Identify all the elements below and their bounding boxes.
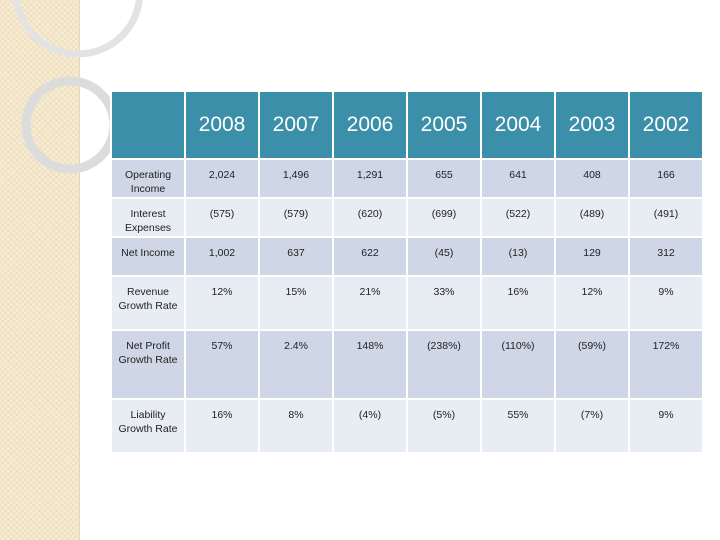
table-cell: 16%: [184, 398, 260, 454]
table-row-revenue-growth-rate: Revenue Growth Rate 12% 15% 21% 33% 16% …: [110, 275, 704, 331]
table-cell: (7%): [554, 398, 630, 454]
table-cell: 2,024: [184, 158, 260, 199]
table-cell: (110%): [480, 329, 556, 400]
table-cell: (59%): [554, 329, 630, 400]
table-cell: 641: [480, 158, 556, 199]
table-cell: 8%: [258, 398, 334, 454]
year-header: 2006: [332, 90, 408, 160]
table-cell: 172%: [628, 329, 704, 400]
table-cell: 148%: [332, 329, 408, 400]
table-cell: 408: [554, 158, 630, 199]
table-cell: 9%: [628, 275, 704, 331]
table-cell: (575): [184, 197, 260, 238]
corner-cell: [110, 90, 186, 160]
table-cell: 655: [406, 158, 482, 199]
row-label: Liability Growth Rate: [110, 398, 186, 454]
table-row-interest-expenses: Interest Expenses (575) (579) (620) (699…: [110, 197, 704, 238]
table-cell: (13): [480, 236, 556, 277]
year-header: 2003: [554, 90, 630, 160]
table-cell: 21%: [332, 275, 408, 331]
table-cell: (579): [258, 197, 334, 238]
financial-table: 2008 2007 2006 2005 2004 2003 2002 Opera…: [110, 90, 704, 454]
table-row-net-income: Net Income 1,002 637 622 (45) (13) 129 3…: [110, 236, 704, 277]
table-cell: 166: [628, 158, 704, 199]
table-row-liability-growth-rate: Liability Growth Rate 16% 8% (4%) (5%) 5…: [110, 398, 704, 454]
year-header: 2008: [184, 90, 260, 160]
table-cell: 129: [554, 236, 630, 277]
table-cell: 12%: [184, 275, 260, 331]
table-cell: (699): [406, 197, 482, 238]
table-cell: 2.4%: [258, 329, 334, 400]
year-header: 2004: [480, 90, 556, 160]
table-cell: 622: [332, 236, 408, 277]
table-cell: (5%): [406, 398, 482, 454]
table-cell: 9%: [628, 398, 704, 454]
table-row-operating-income: Operating Income 2,024 1,496 1,291 655 6…: [110, 158, 704, 199]
table-cell: 1,291: [332, 158, 408, 199]
table-cell: (620): [332, 197, 408, 238]
table-cell: 12%: [554, 275, 630, 331]
year-header: 2005: [406, 90, 482, 160]
table-cell: (4%): [332, 398, 408, 454]
year-header-row: 2008 2007 2006 2005 2004 2003 2002: [110, 90, 704, 160]
table-cell: 55%: [480, 398, 556, 454]
table-cell: 1,496: [258, 158, 334, 199]
table-row-net-profit-growth-rate: Net Profit Growth Rate 57% 2.4% 148% (23…: [110, 329, 704, 400]
table-cell: 312: [628, 236, 704, 277]
table-cell: 1,002: [184, 236, 260, 277]
table-cell: 57%: [184, 329, 260, 400]
row-label: Revenue Growth Rate: [110, 275, 186, 331]
table-cell: (45): [406, 236, 482, 277]
financial-table-container: 2008 2007 2006 2005 2004 2003 2002 Opera…: [110, 90, 704, 454]
year-header: 2007: [258, 90, 334, 160]
table-cell: (491): [628, 197, 704, 238]
table-cell: 33%: [406, 275, 482, 331]
table-cell: 15%: [258, 275, 334, 331]
table-cell: (522): [480, 197, 556, 238]
year-header: 2002: [628, 90, 704, 160]
table-cell: (238%): [406, 329, 482, 400]
row-label: Net Income: [110, 236, 186, 277]
table-cell: 16%: [480, 275, 556, 331]
row-label: Interest Expenses: [110, 197, 186, 238]
table-cell: (489): [554, 197, 630, 238]
table-cell: 637: [258, 236, 334, 277]
row-label: Operating Income: [110, 158, 186, 199]
row-label: Net Profit Growth Rate: [110, 329, 186, 400]
